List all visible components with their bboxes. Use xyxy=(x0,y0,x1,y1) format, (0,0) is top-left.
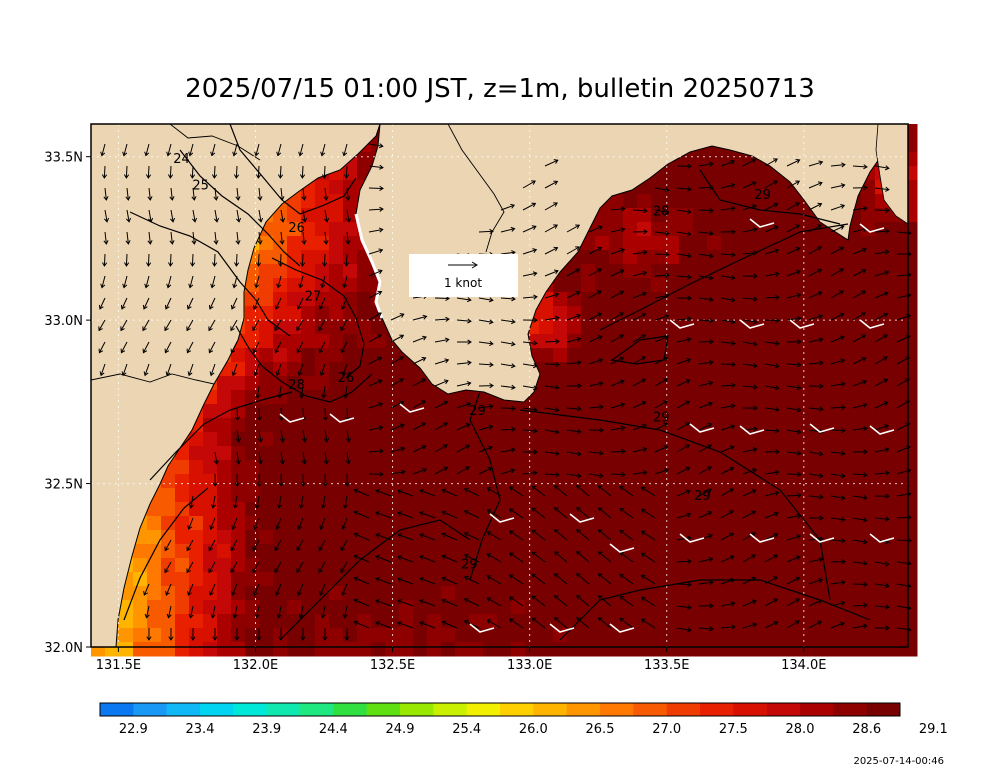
colorbar-swatch xyxy=(566,703,601,716)
lon-tick-label: 131.5E xyxy=(96,658,141,673)
generation-timestamp: 2025-07-14-00:46 xyxy=(853,756,944,767)
contour-label: 26 xyxy=(338,371,355,386)
contour-label: 24 xyxy=(173,152,190,167)
colorbar-label: 29.1 xyxy=(919,722,948,737)
white-ticks xyxy=(279,218,895,633)
colorbar-label: 25.4 xyxy=(452,722,481,737)
lat-tick-label: 32.0N xyxy=(44,641,83,656)
coast-fringe xyxy=(354,213,384,319)
colorbar-swatch xyxy=(200,703,234,716)
colorbar-swatch xyxy=(666,703,701,716)
colorbar-label: 22.9 xyxy=(119,722,148,737)
colorbar-swatch xyxy=(700,703,734,716)
contour-label: 26 xyxy=(288,221,305,236)
colorbar-swatch xyxy=(766,703,801,716)
contour-label: 29 xyxy=(754,188,771,203)
lon-tick-label: 132.5E xyxy=(370,658,415,673)
lon-tick-label: 133.5E xyxy=(644,658,689,673)
vector-legend-box xyxy=(409,254,518,297)
colorbar-swatch xyxy=(600,703,634,716)
vector-legend-label: 1 knot xyxy=(444,276,482,290)
colorbar-label: 24.4 xyxy=(319,722,348,737)
colorbar-swatch xyxy=(233,703,267,716)
lon-tick-label: 134.0E xyxy=(781,658,826,673)
lat-tick-label: 33.5N xyxy=(44,151,83,166)
colorbar: 22.9 23.4 23.9 24.4 24.9 25.4 26.0 26.5 27.0 27.5… xyxy=(99,702,948,737)
colorbar-swatch xyxy=(533,703,567,716)
contour-label: 29 xyxy=(461,558,478,573)
colorbar-label: 26.0 xyxy=(519,722,548,737)
vector-legend: 1 knot xyxy=(409,254,518,297)
colorbar-label: 27.0 xyxy=(652,722,681,737)
contour-label: 29 xyxy=(694,489,711,504)
colorbar-label: 23.9 xyxy=(252,722,281,737)
contour-label: 25 xyxy=(192,178,209,193)
colorbar-swatch xyxy=(300,703,334,716)
colorbar-swatch xyxy=(800,703,834,716)
colorbar-label: 26.5 xyxy=(586,722,615,737)
colorbar-swatch xyxy=(166,703,201,716)
axes: 33.5N 33.0N 32.5N 32.0N 131.5E 132.0E 132.5E 13… xyxy=(44,151,826,673)
colorbar-swatch xyxy=(333,703,367,716)
lat-tick-label: 33.0N xyxy=(44,314,83,329)
colorbar-swatch xyxy=(866,703,901,716)
colorbar-label: 24.9 xyxy=(386,722,415,737)
contour-label: 28 xyxy=(653,205,670,220)
colorbar-swatch xyxy=(633,703,667,716)
map-title: 2025/07/15 01:00 JST, z=1m, bulletin 202… xyxy=(185,74,815,104)
colorbar-label: 23.4 xyxy=(186,722,215,737)
colorbar-swatch xyxy=(500,703,534,716)
colorbar-swatch xyxy=(833,703,867,716)
lon-tick-label: 132.0E xyxy=(233,658,278,673)
colorbar-swatch xyxy=(100,703,134,716)
colorbar-swatch xyxy=(266,703,301,716)
colorbar-swatch xyxy=(733,703,767,716)
colorbar-label: 28.0 xyxy=(786,722,815,737)
colorbar-label: 27.5 xyxy=(719,722,748,737)
colorbar-swatch xyxy=(366,703,401,716)
colorbar-label: 28.6 xyxy=(852,722,881,737)
contour-label: 29 xyxy=(653,410,670,425)
graticule xyxy=(91,124,908,647)
contour-label: 28 xyxy=(288,378,305,393)
vector-legend-arrowhead xyxy=(471,261,478,269)
contour-label: 27 xyxy=(305,290,322,305)
lon-tick-label: 133.0E xyxy=(507,658,552,673)
contour-label: 29 xyxy=(469,404,486,419)
colorbar-frame xyxy=(99,702,901,717)
kyushu-land xyxy=(90,123,381,648)
colorbar-swatch xyxy=(466,703,501,716)
colorbar-swatch xyxy=(433,703,467,716)
lat-tick-label: 32.5N xyxy=(44,478,83,493)
colorbar-swatch xyxy=(133,703,167,716)
plot-frame xyxy=(90,123,909,648)
colorbar-swatch xyxy=(400,703,434,716)
